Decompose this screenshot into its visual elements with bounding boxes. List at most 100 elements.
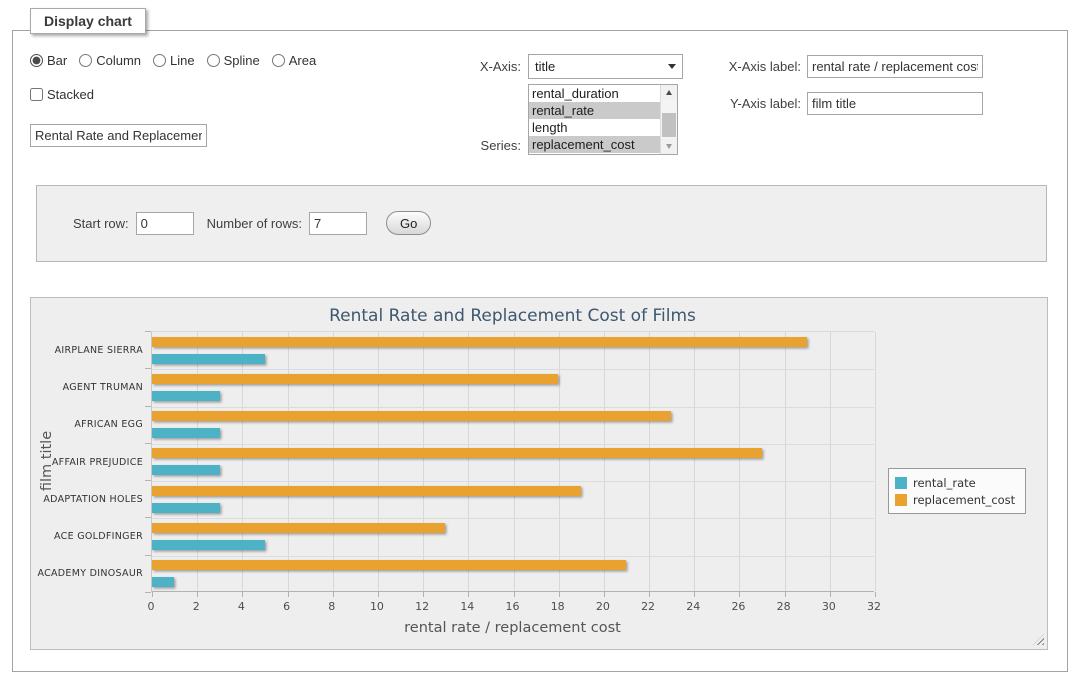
vertical-gridline <box>830 332 831 591</box>
vertical-gridline <box>468 332 469 591</box>
series-option-rental_rate[interactable]: rental_rate <box>529 102 660 119</box>
legend-swatch-icon <box>895 477 907 489</box>
horizontal-gridline <box>152 369 874 370</box>
bar-replacement_cost <box>152 523 445 533</box>
y-axis-tick <box>145 406 151 407</box>
dropdown-arrow-icon <box>668 64 676 69</box>
x-axis-tick <box>875 592 876 597</box>
scroll-down-icon[interactable] <box>661 139 677 154</box>
start-row-input[interactable] <box>136 212 194 235</box>
chart-type-radio-group: BarColumnLineSplineArea <box>30 53 316 68</box>
display-chart-fieldset: Display chart BarColumnLineSplineArea St… <box>12 30 1068 672</box>
legend-label: rental_rate <box>913 476 976 490</box>
go-button[interactable]: Go <box>386 211 431 235</box>
resize-grip-icon[interactable] <box>1033 634 1044 645</box>
x-tick-label: 12 <box>402 600 442 613</box>
num-rows-input[interactable] <box>309 212 367 235</box>
category-label: ADAPTATION HOLES <box>31 494 143 505</box>
listbox-scrollbar[interactable] <box>660 85 677 154</box>
vertical-gridline <box>785 332 786 591</box>
x-tick-label: 18 <box>538 600 578 613</box>
stacked-label-wrap: Stacked <box>30 87 94 102</box>
scroll-up-icon[interactable] <box>661 85 677 100</box>
x-axis-selected-value: title <box>535 59 668 74</box>
chart-title-input[interactable] <box>30 124 207 147</box>
horizontal-gridline <box>152 407 874 408</box>
x-axis-select[interactable]: title <box>528 54 683 79</box>
y-axis-tick <box>145 368 151 369</box>
x-tick-label: 8 <box>312 600 352 613</box>
x-axis-tick <box>333 592 334 597</box>
bar-rental_rate <box>152 428 220 438</box>
chart-type-radio-column[interactable] <box>79 54 92 67</box>
x-tick-label: 30 <box>809 600 849 613</box>
x-tick-label: 10 <box>357 600 397 613</box>
x-axis-select-label: X-Axis: <box>439 59 521 74</box>
chart-type-radio-bar[interactable] <box>30 54 43 67</box>
x-axis-tick <box>694 592 695 597</box>
chart-type-radio-line[interactable] <box>153 54 166 67</box>
x-axis-tick <box>559 592 560 597</box>
x-axis-tick <box>197 592 198 597</box>
chart-type-radio-spline[interactable] <box>207 54 220 67</box>
scrollbar-thumb[interactable] <box>662 113 676 137</box>
chart-type-radio-area[interactable] <box>272 54 285 67</box>
rows-panel-content: Start row: Number of rows: Go <box>73 211 431 235</box>
x-tick-label: 24 <box>673 600 713 613</box>
y-axis-tick <box>145 331 151 332</box>
vertical-gridline <box>197 332 198 591</box>
chart-type-radio-label: Column <box>96 53 141 68</box>
x-tick-label: 32 <box>854 600 894 613</box>
category-label: AIRPLANE SIERRA <box>31 345 143 356</box>
legend-item-rental_rate[interactable]: rental_rate <box>895 474 1015 491</box>
x-axis-tick <box>739 592 740 597</box>
y-axis-label-input[interactable] <box>807 92 983 115</box>
chart-panel: Rental Rate and Replacement Cost of Film… <box>30 297 1048 650</box>
y-axis-tick <box>145 517 151 518</box>
stacked-checkbox[interactable] <box>30 88 43 101</box>
bar-replacement_cost <box>152 374 558 384</box>
legend-item-replacement_cost[interactable]: replacement_cost <box>895 491 1015 508</box>
horizontal-gridline <box>152 518 874 519</box>
series-option-length[interactable]: length <box>529 119 660 136</box>
legend-swatch-icon <box>895 494 907 506</box>
bar-replacement_cost <box>152 560 626 570</box>
bar-rental_rate <box>152 391 220 401</box>
series-listbox[interactable]: rental_durationrental_ratelengthreplacem… <box>528 84 678 155</box>
chart-type-option-column: Column <box>79 53 141 68</box>
category-label: ACE GOLDFINGER <box>31 531 143 542</box>
y-axis-label-label: Y-Axis label: <box>713 96 801 111</box>
x-axis-label-input[interactable] <box>807 55 983 78</box>
x-tick-label: 4 <box>221 600 261 613</box>
x-tick-label: 2 <box>176 600 216 613</box>
vertical-gridline <box>875 332 876 591</box>
x-axis-tick <box>288 592 289 597</box>
bar-replacement_cost <box>152 411 671 421</box>
y-axis-tick <box>145 592 151 593</box>
bar-replacement_cost <box>152 448 762 458</box>
stacked-label: Stacked <box>47 87 94 102</box>
vertical-gridline <box>694 332 695 591</box>
chart-type-option-area: Area <box>272 53 316 68</box>
series-option-replacement_cost[interactable]: replacement_cost <box>529 136 660 153</box>
vertical-gridline <box>288 332 289 591</box>
series-option-rental_duration[interactable]: rental_duration <box>529 85 660 102</box>
chart-type-radio-label: Bar <box>47 53 67 68</box>
bar-rental_rate <box>152 540 265 550</box>
x-axis-tick <box>830 592 831 597</box>
x-axis-tick <box>785 592 786 597</box>
x-tick-label: 16 <box>493 600 533 613</box>
x-tick-label: 0 <box>131 600 171 613</box>
vertical-gridline <box>333 332 334 591</box>
x-axis-tick <box>649 592 650 597</box>
page: Display chart BarColumnLineSplineArea St… <box>0 0 1081 681</box>
chart-type-option-bar: Bar <box>30 53 67 68</box>
vertical-gridline <box>423 332 424 591</box>
stacked-row: Stacked <box>30 87 94 102</box>
x-tick-label: 22 <box>628 600 668 613</box>
x-axis-title: rental rate / replacement cost <box>151 620 874 636</box>
chart-title: Rental Rate and Replacement Cost of Film… <box>151 306 874 326</box>
bar-rental_rate <box>152 503 220 513</box>
x-tick-label: 26 <box>718 600 758 613</box>
num-rows-label: Number of rows: <box>207 216 302 231</box>
